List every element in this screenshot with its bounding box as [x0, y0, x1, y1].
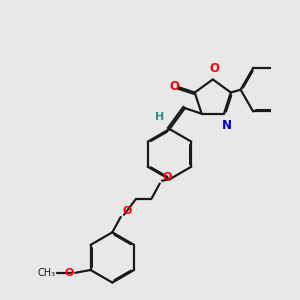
- Text: O: O: [123, 206, 132, 216]
- Text: O: O: [209, 62, 219, 75]
- Text: H: H: [155, 112, 164, 122]
- Text: O: O: [64, 268, 74, 278]
- Text: O: O: [170, 80, 180, 92]
- Text: O: O: [162, 172, 171, 182]
- Text: N: N: [222, 119, 232, 132]
- Text: CH₃: CH₃: [38, 268, 56, 278]
